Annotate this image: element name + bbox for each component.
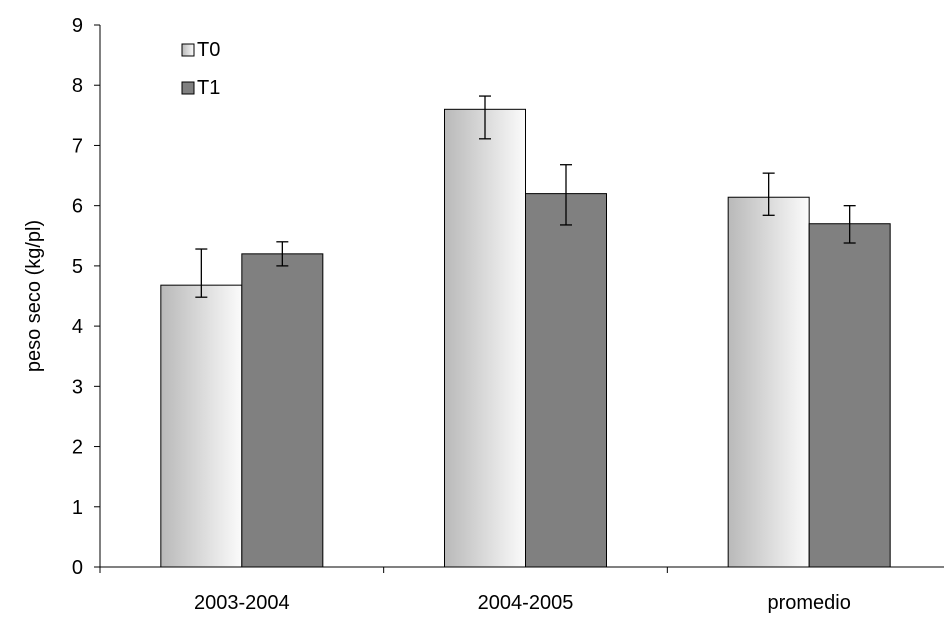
y-tick-label: 2 [72,437,83,459]
y-tick-label: 1 [72,497,83,519]
x-tick-label: 2004-2005 [478,592,574,614]
legend-swatch-t0 [181,43,195,57]
bar-t1-3 [808,223,891,568]
y-tick-label: 7 [72,135,83,157]
y-tick-label: 5 [72,256,83,278]
error-bar-t0-3 [762,172,775,216]
y-axis-label: peso seco (kg/pl) [23,220,45,372]
bar-t0-2 [444,108,526,568]
y-tick-label: 8 [72,75,83,97]
x-tick-label: promedio [767,592,850,614]
x-axis-ticks: 2003-2004 2004-2005 promedio [99,567,851,614]
plot-area: 0 1 2 3 4 5 6 7 8 9 2003-2004 2004-2005 promedio [72,15,944,614]
error-bar-t1-3 [843,205,856,244]
bar-t0-1 [160,284,243,568]
legend: T0 T1 [181,39,220,99]
y-tick-label: 3 [72,376,83,398]
error-bar-t0-2 [479,95,491,140]
bar-t1-1 [241,253,324,568]
legend-swatch-t1 [181,81,195,95]
y-tick-label: 9 [72,15,83,37]
error-bar-t0-1 [195,248,208,298]
y-tick-label: 6 [72,196,83,218]
bar-t1-2 [525,193,607,568]
error-bar-t1-2 [560,164,572,226]
y-tick-label: 0 [72,557,83,579]
bars [160,108,891,568]
x-tick-label: 2003-2004 [194,592,290,614]
error-bar-t1-1 [276,241,289,267]
error-bars [195,95,856,298]
y-axis-ticks: 0 1 2 3 4 5 6 7 8 9 [72,15,100,579]
legend-item-t0: T0 [181,39,220,61]
bar-t0-3 [727,196,810,568]
legend-item-t1: T1 [181,77,220,99]
y-tick-label: 4 [72,316,83,338]
legend-label-t1: T1 [197,77,220,99]
legend-label-t0: T0 [197,39,220,61]
